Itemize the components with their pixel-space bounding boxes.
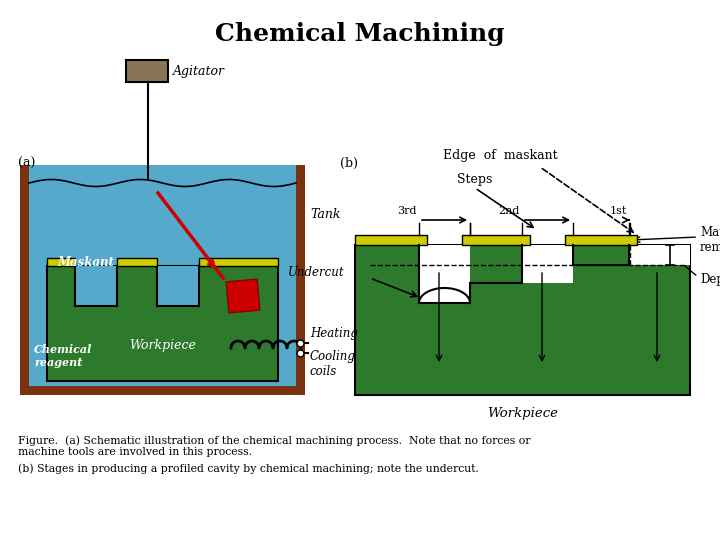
Text: Chemical
reagent: Chemical reagent xyxy=(34,344,92,368)
Text: Material
removed: Material removed xyxy=(700,226,720,254)
Bar xyxy=(355,235,427,245)
Text: (b) Stages in producing a profiled cavity by chemical machining; note the underc: (b) Stages in producing a profiled cavit… xyxy=(18,463,479,474)
Text: Figure.  (a) Schematic illustration of the chemical machining process.  Note tha: Figure. (a) Schematic illustration of th… xyxy=(18,435,531,457)
Bar xyxy=(29,165,296,386)
Text: 3rd: 3rd xyxy=(397,206,417,216)
Text: Cooling
coils: Cooling coils xyxy=(310,350,356,378)
Bar xyxy=(117,258,157,266)
Text: Maskant: Maskant xyxy=(57,255,114,268)
Bar xyxy=(47,266,278,381)
Bar xyxy=(75,266,117,306)
Bar xyxy=(20,165,305,395)
Text: 2nd: 2nd xyxy=(499,206,520,216)
Text: Steps: Steps xyxy=(457,173,492,186)
Bar xyxy=(355,245,690,395)
Text: Agitator: Agitator xyxy=(173,64,225,78)
Text: Workpiece: Workpiece xyxy=(487,407,558,420)
Text: Chemical Machining: Chemical Machining xyxy=(215,22,505,46)
Bar xyxy=(629,245,690,265)
Bar xyxy=(522,245,573,283)
Text: Workpiece: Workpiece xyxy=(129,340,196,353)
Bar xyxy=(126,60,168,82)
Bar xyxy=(419,245,470,303)
Text: 1st: 1st xyxy=(610,206,627,216)
Text: Depth: Depth xyxy=(700,273,720,287)
Bar xyxy=(565,235,637,245)
Text: Undercut: Undercut xyxy=(289,267,345,280)
Bar xyxy=(47,258,75,266)
Bar xyxy=(199,258,278,266)
Bar xyxy=(462,235,530,245)
Text: (a): (a) xyxy=(18,157,35,170)
Text: (b): (b) xyxy=(340,157,358,170)
Polygon shape xyxy=(226,279,260,313)
Text: Tank: Tank xyxy=(310,208,341,221)
Text: Heating: Heating xyxy=(310,327,358,341)
Text: Edge  of  maskant: Edge of maskant xyxy=(443,148,557,161)
Bar xyxy=(157,266,199,306)
